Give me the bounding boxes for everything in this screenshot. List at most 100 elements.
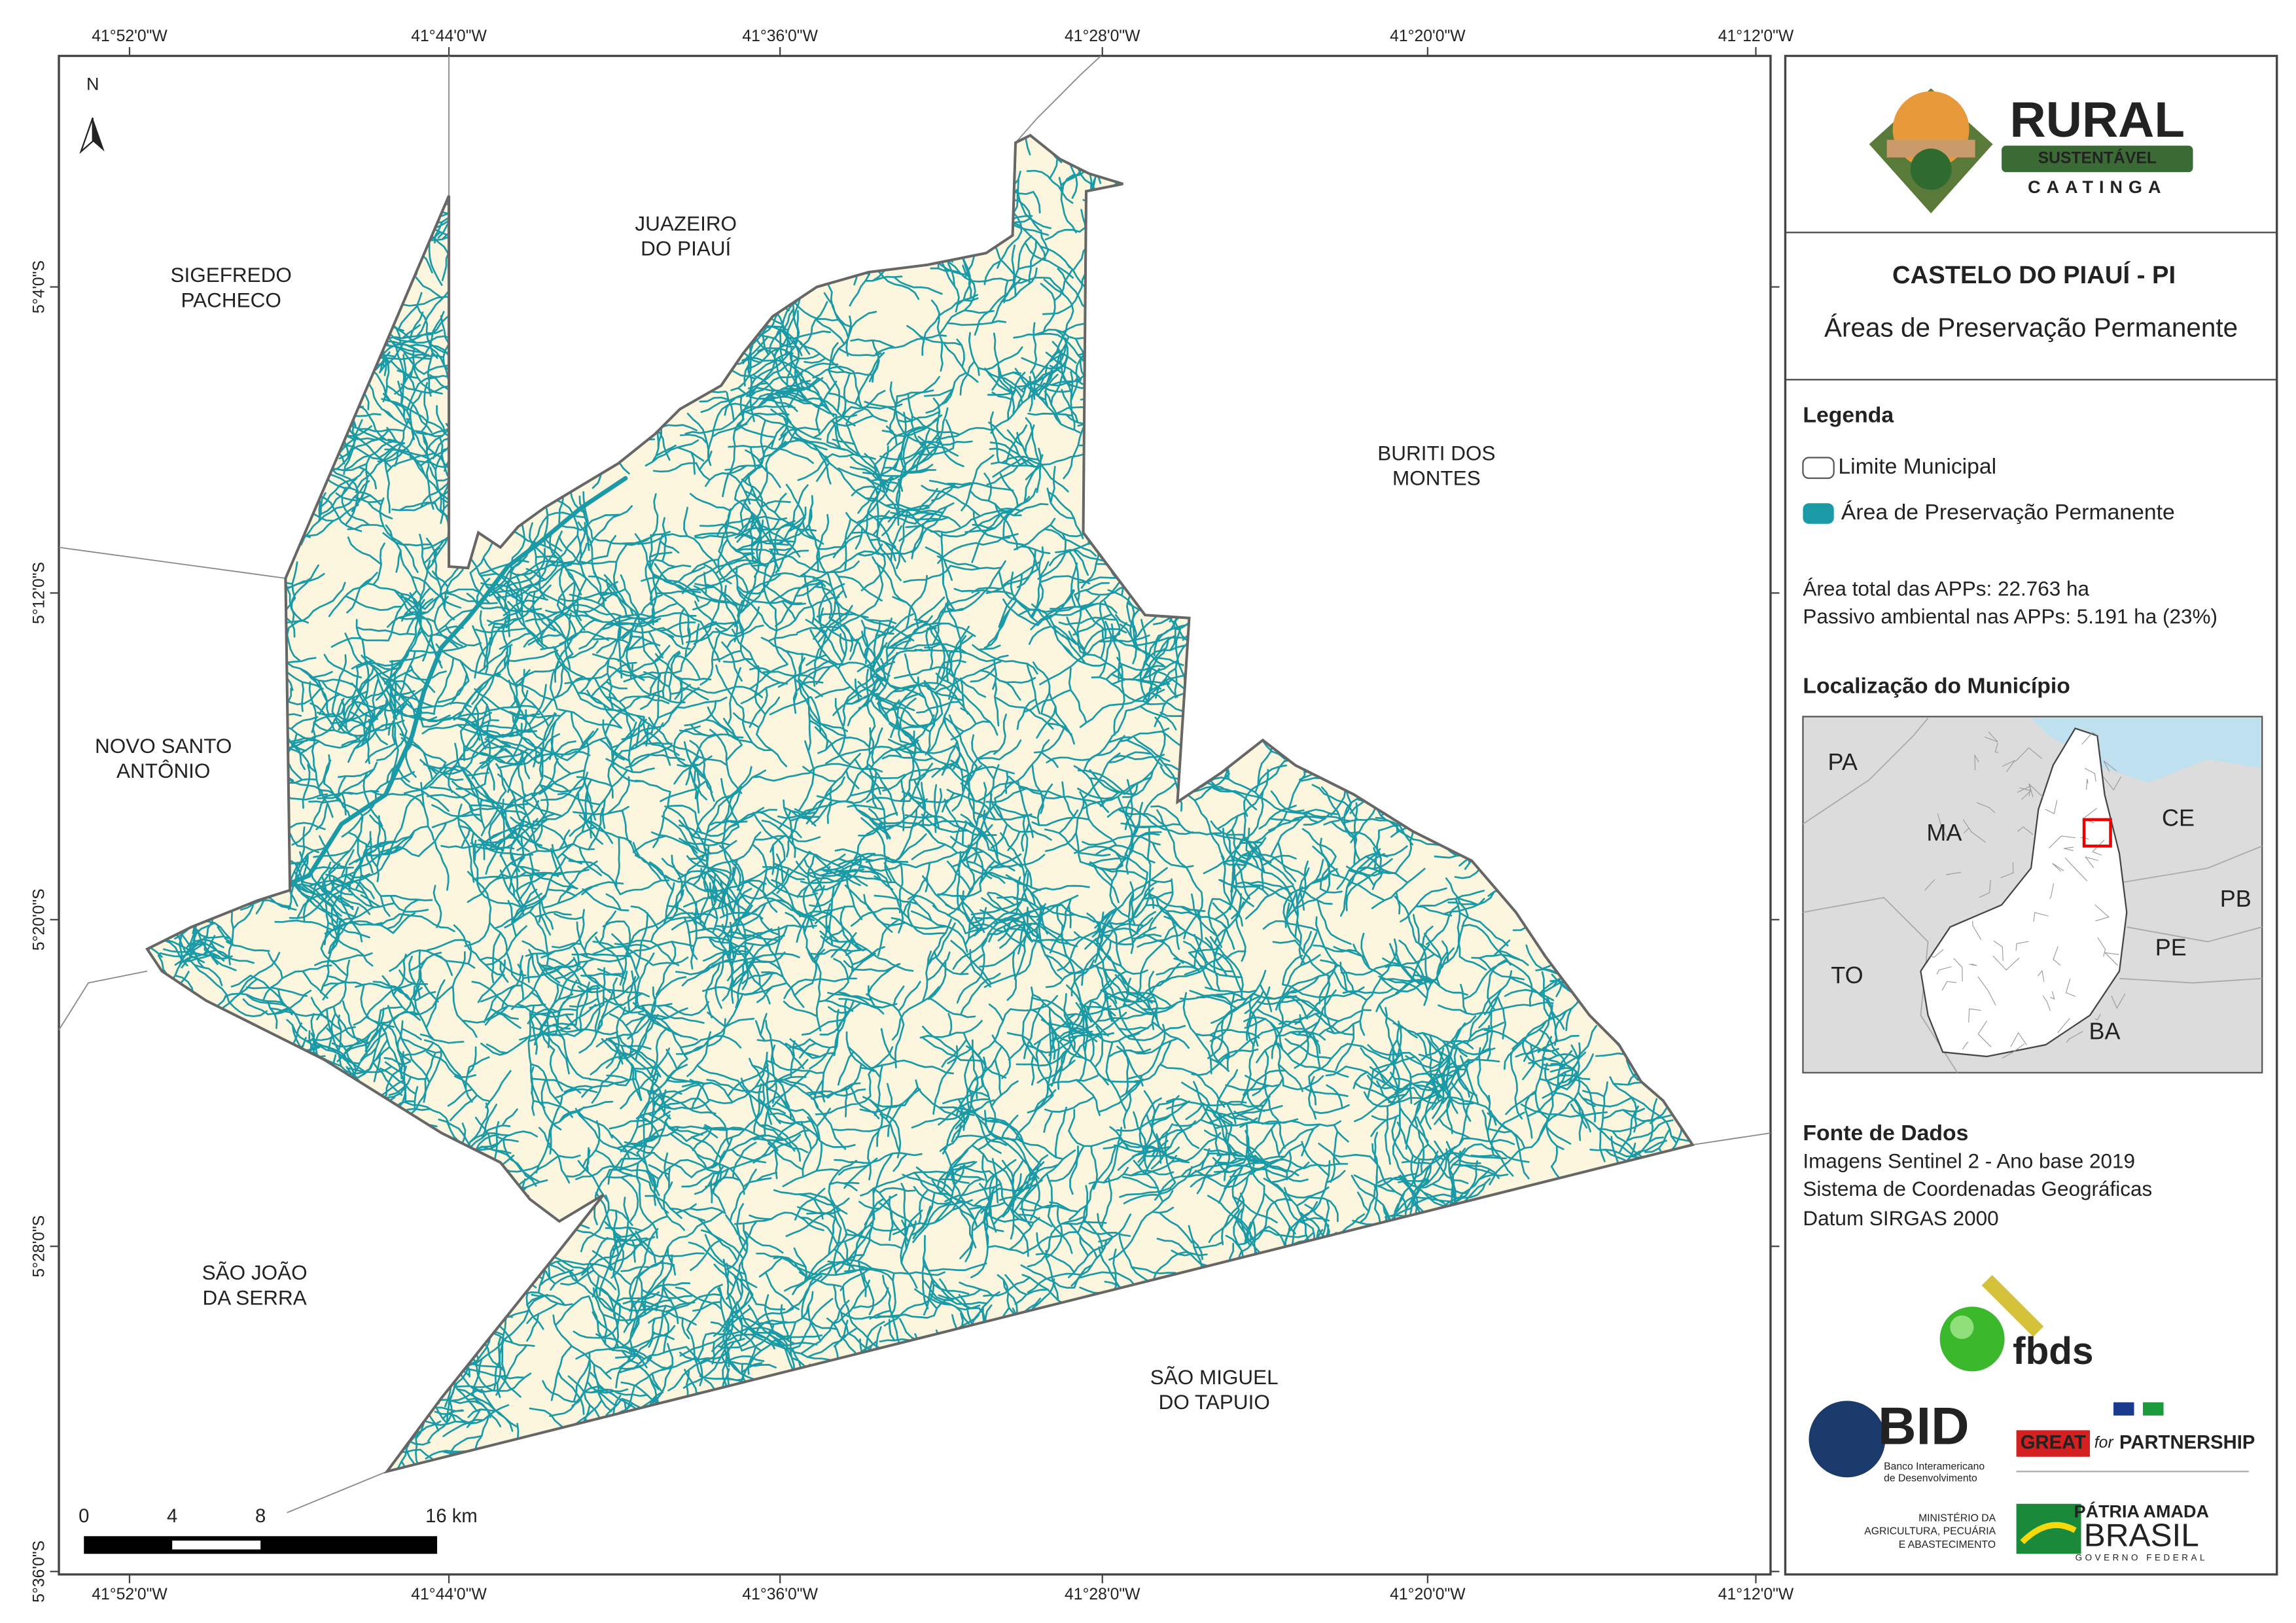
inset-muni-line xyxy=(2084,767,2096,782)
place-name: NOVO SANTO xyxy=(95,734,232,758)
great-box xyxy=(2016,1430,2091,1457)
sponsor-logos xyxy=(1809,1274,2249,1554)
longitude-label: 41°52'0"W xyxy=(92,1586,168,1603)
fbds-shine xyxy=(1950,1315,1974,1339)
inset-piaui xyxy=(1920,727,2128,1058)
logo-sub: SUSTENTÁVEL xyxy=(2038,148,2157,167)
legend-swatch-app xyxy=(1803,503,1834,524)
brasil-gov: GOVERNO FEDERAL xyxy=(2075,1553,2208,1563)
place-name: BURITI DOS xyxy=(1377,441,1495,464)
north-label: N xyxy=(86,75,99,94)
great-text: GREAT xyxy=(2021,1432,2086,1453)
source-line: Sistema de Coordenadas Geográficas xyxy=(1803,1177,2152,1200)
fbds-bar xyxy=(1981,1274,2044,1337)
source-line: Datum SIRGAS 2000 xyxy=(1803,1206,1998,1230)
place-name: SÃO MIGUEL xyxy=(1150,1365,1279,1389)
inset-muni-line xyxy=(2017,826,2034,835)
inset-muni-line xyxy=(2097,937,2106,957)
latitude-label: 5°28'0"S xyxy=(30,1215,48,1278)
inset-muni-line xyxy=(1992,955,2020,971)
inset-muni-line xyxy=(2017,785,2031,797)
inset-muni-line xyxy=(2103,760,2117,772)
bid-text: BID xyxy=(1878,1397,1969,1456)
place-name: JUAZEIRO xyxy=(635,211,737,235)
inset-muni-line xyxy=(2045,799,2058,814)
inset-muni-line xyxy=(1937,813,1949,841)
bid-name: de Desenvolvimento xyxy=(1884,1473,1977,1484)
inset-muni-line xyxy=(2102,776,2122,791)
logo-name: RURAL xyxy=(2010,92,2185,148)
longitude-label: 41°20'0"W xyxy=(1390,1586,1466,1603)
state-line xyxy=(2119,845,2263,884)
inset-muni-line xyxy=(2104,952,2119,966)
place-name: MONTES xyxy=(1392,466,1481,490)
location-title: Localização do Município xyxy=(1803,673,2070,698)
inset-muni-line xyxy=(1946,871,1961,875)
flag-uk xyxy=(2113,1402,2134,1416)
bid-name: Banco Interamericano xyxy=(1884,1461,1985,1473)
inset-state-lines xyxy=(1802,718,2263,1073)
longitude-label: 41°28'0"W xyxy=(1065,1586,1140,1603)
logo-region: CAATINGA xyxy=(2028,177,2166,197)
place-name: SIGEFREDO xyxy=(170,263,291,287)
inset-muni-line xyxy=(2015,941,2029,951)
inset-highlight xyxy=(2082,818,2112,848)
inset-muni-line xyxy=(2002,1043,2025,1059)
logo-icon xyxy=(1869,88,2193,214)
legend-item: Limite Municipal xyxy=(1838,454,1996,479)
stat-line: Área total das APPs: 22.763 ha xyxy=(1803,576,2089,600)
inset-muni-line xyxy=(1972,920,1982,940)
inset-muni-line xyxy=(2086,778,2089,790)
state-label: PB xyxy=(2220,885,2252,912)
inset-muni-line xyxy=(1936,966,1952,975)
inset-muni-line xyxy=(1962,1041,1969,1050)
inset-muni-line xyxy=(2010,1032,2027,1047)
inset-muni-line xyxy=(2028,782,2043,797)
boundary-line xyxy=(1692,1132,1771,1145)
inset-muni-line xyxy=(2092,839,2105,856)
place-name: DA SERRA xyxy=(203,1285,307,1309)
state-label: PE xyxy=(2155,934,2187,960)
legend-title: Legenda xyxy=(1803,402,1894,427)
ministry-line: AGRICULTURA, PECUÁRIA xyxy=(1864,1525,1996,1537)
inset-muni-line xyxy=(1953,958,1963,982)
longitude-label: 41°12'0"W xyxy=(1718,1586,1794,1603)
main-river xyxy=(267,476,628,894)
boundary-line xyxy=(58,546,286,579)
inset-muni-line xyxy=(1974,754,1979,771)
place-name: DO TAPUIO xyxy=(1159,1390,1270,1414)
ministry-line: E ABASTECIMENTO xyxy=(1899,1539,1996,1550)
place-name: PACHECO xyxy=(181,288,281,311)
latitude-label: 5°20'0"S xyxy=(30,888,48,951)
bid-globe xyxy=(1809,1401,1886,1478)
longitude-label: 41°52'0"W xyxy=(92,27,168,45)
inset-muni-line xyxy=(2066,1031,2083,1043)
inset-muni-line xyxy=(1930,949,1944,958)
state-label: MA xyxy=(1926,819,1962,846)
state-label: BA xyxy=(2089,1018,2121,1045)
inset-muni-line xyxy=(2052,863,2064,872)
inset-municipalities xyxy=(1924,731,2126,1059)
boundary-line xyxy=(287,1471,387,1514)
inset-muni-line xyxy=(2049,835,2075,848)
scale-bar xyxy=(84,1536,438,1554)
inset-muni-line xyxy=(1969,963,1977,966)
scale-label: 4 xyxy=(167,1506,177,1527)
scale-label: 16 km xyxy=(425,1506,478,1527)
longitude-label: 41°12'0"W xyxy=(1718,27,1794,45)
source-line: Imagens Sentinel 2 - Ano base 2019 xyxy=(1803,1149,2135,1172)
state-line xyxy=(2119,977,2263,984)
inset-muni-line xyxy=(1968,1008,1981,1023)
great-for: for xyxy=(2094,1434,2115,1452)
boundary-line xyxy=(58,970,148,1031)
inset-muni-line xyxy=(2019,787,2032,800)
stat-line: Passivo ambiental nas APPs: 5.191 ha (23… xyxy=(1803,604,2217,628)
inset-muni-line xyxy=(2084,856,2099,868)
sources-title: Fonte de Dados xyxy=(1803,1121,1968,1145)
great-partner: PARTNERSHIP xyxy=(2119,1432,2255,1453)
latitude-label: 5°36'0"S xyxy=(30,1541,48,1603)
boundary-line xyxy=(1015,55,1102,143)
state-label: TO xyxy=(1831,962,1863,988)
